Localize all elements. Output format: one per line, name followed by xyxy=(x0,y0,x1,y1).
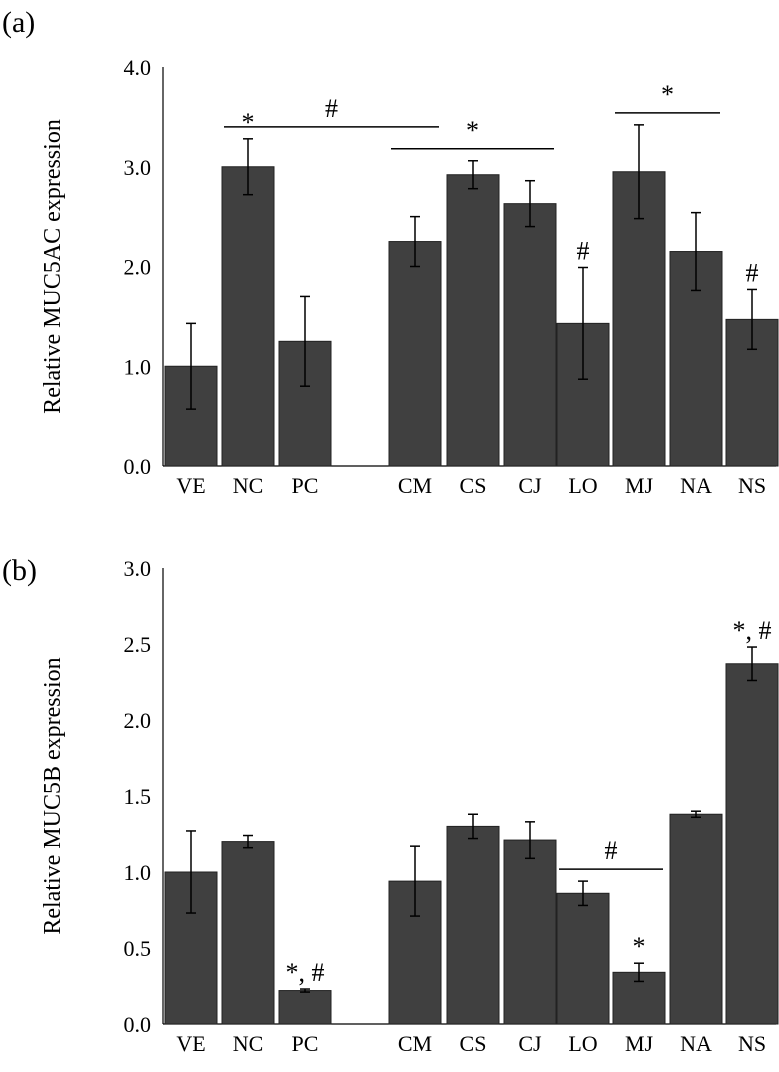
significance-marker: # xyxy=(577,236,590,265)
x-tick-label: NS xyxy=(738,473,766,498)
x-tick-label: VE xyxy=(176,1031,205,1056)
panel-label: (b) xyxy=(2,554,37,587)
bar-pc xyxy=(278,990,332,1025)
x-tick-label: CM xyxy=(398,473,432,498)
x-tick-label: LO xyxy=(568,473,597,498)
x-tick-label: CJ xyxy=(518,1031,542,1056)
y-tick-label: 0.0 xyxy=(124,1012,152,1037)
x-tick-label: PC xyxy=(292,473,319,498)
panel-label: (a) xyxy=(2,6,35,39)
bar-nc xyxy=(221,166,275,467)
comparison-marker: # xyxy=(605,836,618,865)
y-tick-label: 3.0 xyxy=(124,556,152,581)
comparison-marker: * xyxy=(661,80,674,109)
bar-cj xyxy=(503,839,557,1025)
x-tick-label: NA xyxy=(680,1031,712,1056)
x-tick-label: CM xyxy=(398,1031,432,1056)
bar-cm xyxy=(388,241,442,467)
bar-nc xyxy=(221,841,275,1025)
bar-cs xyxy=(446,825,500,1025)
x-tick-label: CS xyxy=(460,1031,487,1056)
bar-na xyxy=(669,813,723,1025)
x-tick-label: NC xyxy=(233,473,264,498)
y-tick-label: 0.5 xyxy=(124,936,152,961)
y-tick-label: 0.0 xyxy=(124,454,152,479)
x-tick-label: NA xyxy=(680,473,712,498)
x-tick-label: CS xyxy=(460,473,487,498)
y-tick-label: 4.0 xyxy=(124,55,152,80)
bar-cs xyxy=(446,174,500,467)
bar-mj xyxy=(612,171,666,467)
x-tick-label: PC xyxy=(292,1031,319,1056)
comparison-marker: # xyxy=(325,94,338,123)
y-tick-label: 2.0 xyxy=(124,255,152,280)
x-tick-label: MJ xyxy=(625,1031,654,1056)
significance-marker: * xyxy=(633,932,646,961)
x-tick-label: NS xyxy=(738,1031,766,1056)
y-tick-label: 1.0 xyxy=(124,860,152,885)
significance-marker: *, # xyxy=(733,616,772,645)
significance-marker: * xyxy=(242,108,255,137)
comparison-marker: * xyxy=(466,116,479,145)
y-axis-label: Relative MUC5AC expression xyxy=(40,119,66,414)
x-tick-label: MJ xyxy=(625,473,654,498)
y-tick-label: 2.5 xyxy=(124,632,152,657)
y-tick-label: 1.0 xyxy=(124,354,152,379)
bar-lo xyxy=(556,892,610,1025)
x-tick-label: NC xyxy=(233,1031,264,1056)
bar-ns xyxy=(725,663,779,1025)
y-axis-label: Relative MUC5B expression xyxy=(40,657,66,934)
y-tick-label: 2.0 xyxy=(124,708,152,733)
bar-cj xyxy=(503,203,557,467)
significance-marker: *, # xyxy=(286,958,325,987)
y-tick-label: 1.5 xyxy=(124,784,152,809)
x-tick-label: LO xyxy=(568,1031,597,1056)
x-tick-label: VE xyxy=(176,473,205,498)
significance-marker: # xyxy=(746,258,759,287)
x-tick-label: CJ xyxy=(518,473,542,498)
y-tick-label: 3.0 xyxy=(124,155,152,180)
